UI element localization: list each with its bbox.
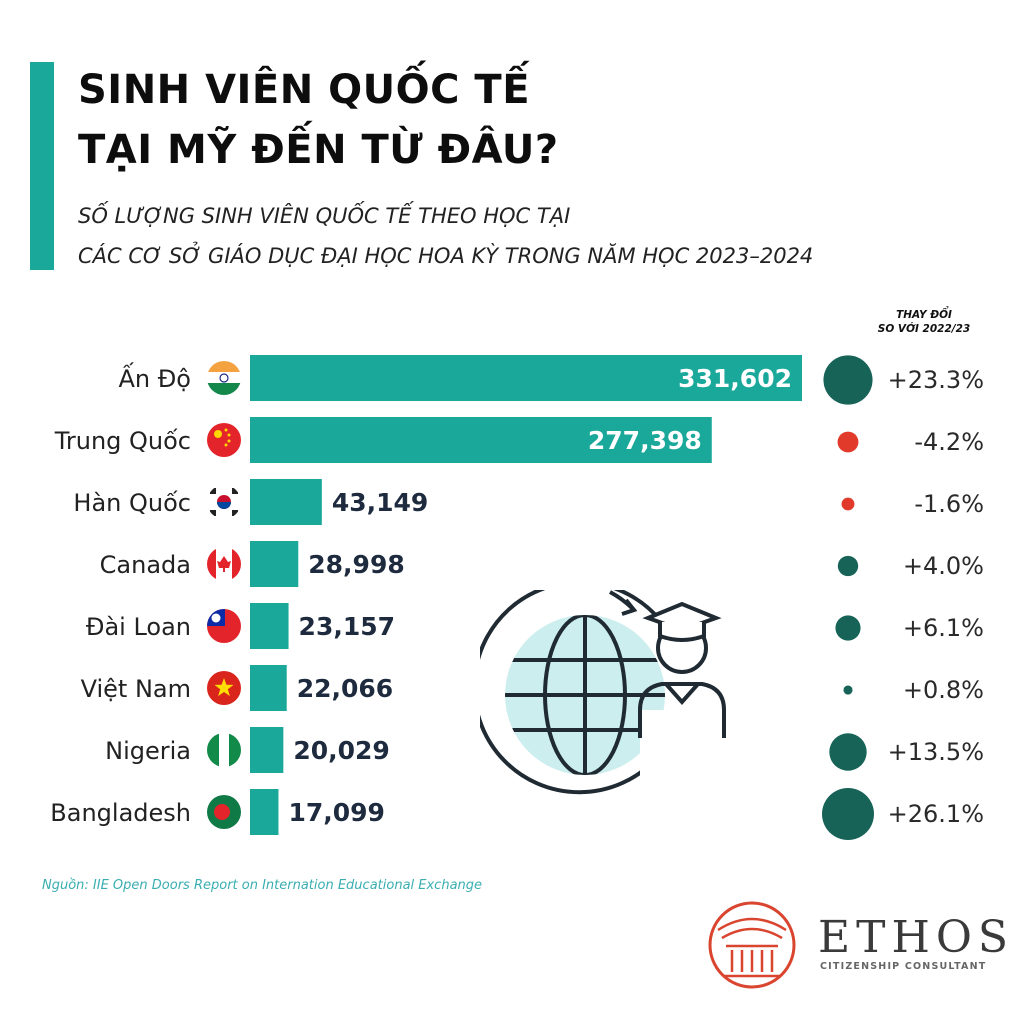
change-header-line-1: THAY ĐỔI [896, 309, 952, 321]
china-flag-icon [207, 423, 241, 457]
change-label: +26.1% [888, 800, 984, 828]
change-label: +4.0% [903, 552, 984, 580]
change-label: -1.6% [914, 490, 984, 518]
nigeria-flag-icon [207, 733, 241, 767]
category-label: Canada [100, 551, 191, 579]
change-dot [829, 733, 867, 771]
globe-graduate-icon [480, 590, 726, 795]
bar-value-label: 28,998 [308, 550, 404, 579]
change-header-line-2: SO VỚI 2022/23 [877, 323, 971, 335]
change-dot [835, 615, 861, 641]
page-subtitle: SỐ LƯỢNG SINH VIÊN QUỐC TẾ THEO HỌC TẠI … [78, 196, 813, 276]
change-dot [837, 555, 859, 577]
subtitle-line-1: SỐ LƯỢNG SINH VIÊN QUỐC TẾ THEO HỌC TẠI [78, 204, 571, 228]
bar-value-label: 43,149 [332, 488, 428, 517]
brand-tagline: CITIZENSHIP CONSULTANT [820, 961, 987, 972]
bar [250, 479, 322, 525]
bar [250, 541, 299, 587]
vietnam-flag-icon [207, 671, 241, 705]
change-dot [823, 355, 873, 405]
bar-value-label: 23,157 [299, 612, 395, 641]
page-title: SINH VIÊN QUỐC TẾ TẠI MỸ ĐẾN TỪ ĐÂU? [78, 60, 559, 180]
category-label: Ấn Độ [118, 361, 191, 393]
bar [250, 355, 802, 401]
category-label: Bangladesh [50, 799, 191, 827]
ethos-logo-icon [708, 901, 796, 989]
canada-flag-icon [207, 547, 241, 581]
bar-value-label: 331,602 [678, 364, 792, 393]
bar-value-label: 17,099 [288, 798, 384, 827]
category-label: Đài Loan [86, 613, 191, 641]
subtitle-line-2: CÁC CƠ SỞ GIÁO DỤC ĐẠI HỌC HOA KỲ TRONG … [78, 244, 814, 268]
bar [250, 417, 712, 463]
bar [250, 789, 279, 835]
category-label: Trung Quốc [54, 427, 191, 455]
change-label: +0.8% [903, 676, 984, 704]
title-accent-bar [30, 62, 54, 270]
change-label: -4.2% [914, 428, 984, 456]
change-dot [837, 431, 859, 453]
category-label: Việt Nam [81, 675, 191, 703]
bar-value-label: 22,066 [297, 674, 393, 703]
source-note: Nguồn: IIE Open Doors Report on Internat… [42, 878, 483, 893]
india-flag-icon [207, 361, 241, 395]
title-line-1: SINH VIÊN QUỐC TẾ [78, 67, 531, 113]
category-label: Nigeria [105, 737, 191, 765]
brand-name: ETHOS [818, 912, 1015, 963]
change-label: +23.3% [888, 366, 984, 394]
bar [250, 727, 284, 773]
bar [250, 603, 289, 649]
change-dot [822, 788, 874, 840]
bangladesh-flag-icon [207, 795, 241, 829]
taiwan-flag-icon [207, 609, 241, 643]
bar-value-label: 277,398 [588, 426, 702, 455]
change-dot [841, 497, 855, 511]
change-label: +13.5% [888, 738, 984, 766]
change-column-header: THAY ĐỔI SO VỚI 2022/23 [864, 308, 984, 336]
title-line-2: TẠI MỸ ĐẾN TỪ ĐÂU? [78, 127, 559, 173]
bar-chart: Ấn Độ 331,602 +23.3% Trung Quốc 277,398 -4.2%… [50, 355, 984, 840]
bar [250, 665, 287, 711]
change-label: +6.1% [903, 614, 984, 642]
category-label: Hàn Quốc [73, 489, 191, 517]
south-korea-flag-icon [207, 485, 241, 519]
bar-value-label: 20,029 [293, 736, 389, 765]
change-dot [843, 685, 853, 695]
